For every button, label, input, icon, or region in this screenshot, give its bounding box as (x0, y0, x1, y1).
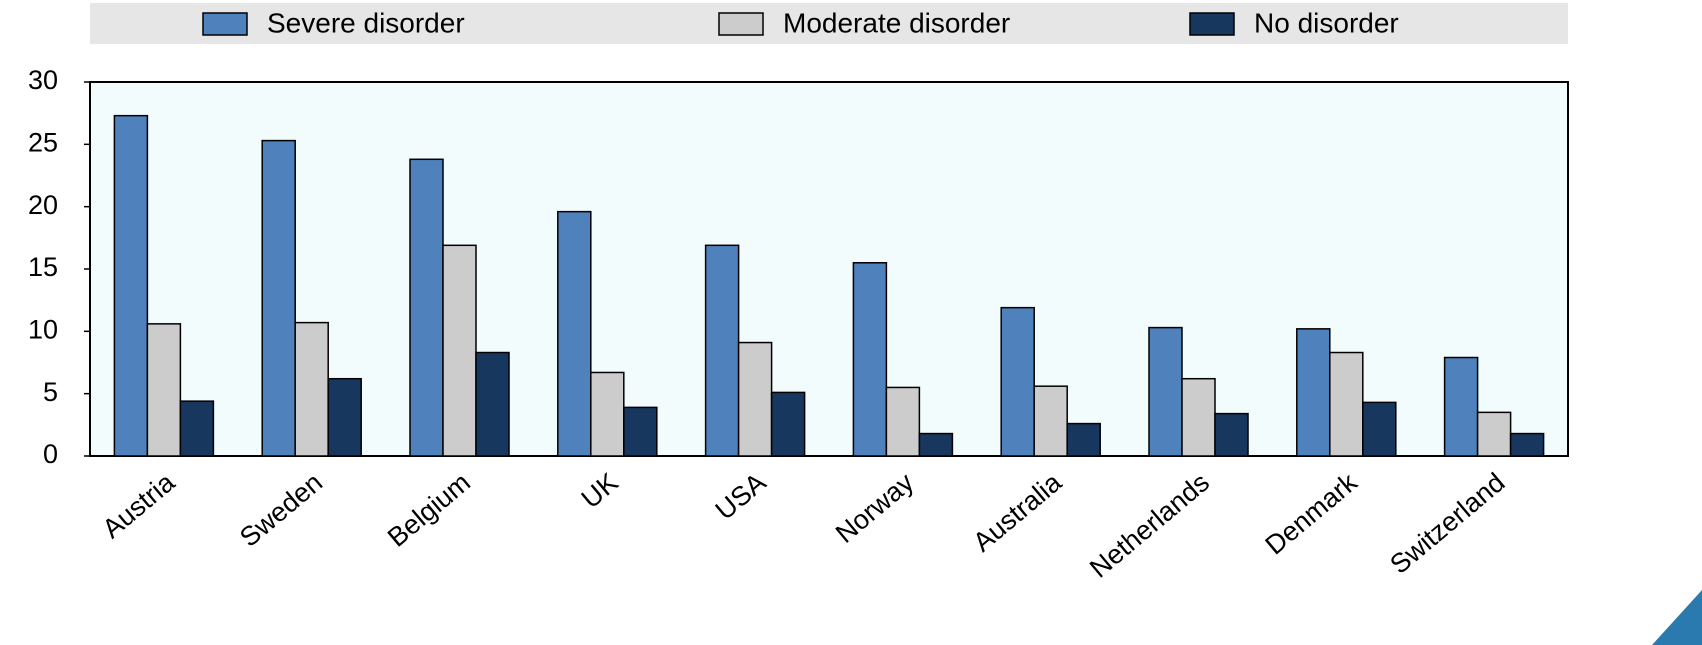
legend-label: Severe disorder (267, 7, 465, 38)
x-tick-label: Switzerland (1384, 467, 1510, 580)
y-tick-label: 10 (28, 314, 58, 344)
y-tick-label: 20 (28, 190, 58, 220)
y-tick-label: 0 (43, 439, 58, 469)
bar (557, 210, 592, 457)
bar (704, 244, 740, 457)
bar (294, 321, 329, 457)
bar (1329, 351, 1364, 457)
x-tick-label: UK (576, 467, 624, 514)
x-tick-label: Austria (97, 466, 181, 544)
bar (1066, 422, 1101, 457)
corner-decoration (1652, 590, 1702, 645)
x-tick-label: Netherlands (1084, 467, 1215, 584)
bar (113, 114, 149, 457)
bar (918, 432, 954, 457)
x-tick-label: Denmark (1260, 467, 1364, 561)
bar (475, 351, 510, 457)
bar (1509, 432, 1545, 457)
bar (1362, 401, 1397, 457)
bar (179, 400, 215, 457)
bar (770, 391, 806, 457)
y-tick-label: 15 (28, 252, 58, 282)
bar (1214, 412, 1249, 457)
bar (590, 371, 625, 457)
bar (1296, 328, 1331, 457)
x-tick-label: USA (710, 467, 772, 526)
legend-swatch (1189, 12, 1235, 36)
bar (146, 323, 182, 457)
bar (442, 244, 477, 457)
y-tick-label: 5 (43, 377, 58, 407)
bar (409, 158, 444, 457)
x-tick-label: Norway (830, 467, 920, 549)
bar (852, 262, 888, 457)
legend-label: No disorder (1254, 7, 1399, 38)
legend-label: Moderate disorder (783, 7, 1010, 38)
bar (1476, 411, 1512, 457)
bar (1181, 377, 1216, 457)
y-tick-label: 30 (28, 65, 58, 95)
bar (623, 406, 658, 457)
bar (885, 386, 921, 457)
legend-swatch (718, 12, 764, 36)
bar (261, 139, 296, 457)
bar (327, 377, 362, 457)
bar (737, 341, 773, 457)
legend-swatch (202, 12, 248, 36)
legend-background (90, 3, 1568, 44)
bar (1148, 326, 1183, 457)
bar (1443, 356, 1479, 457)
x-tick-label: Australia (967, 466, 1068, 557)
x-tick-label: Belgium (382, 467, 476, 553)
bar (1033, 385, 1068, 457)
x-tick-label: Sweden (234, 467, 328, 553)
bar (1000, 306, 1035, 457)
y-tick-label: 25 (28, 127, 58, 157)
